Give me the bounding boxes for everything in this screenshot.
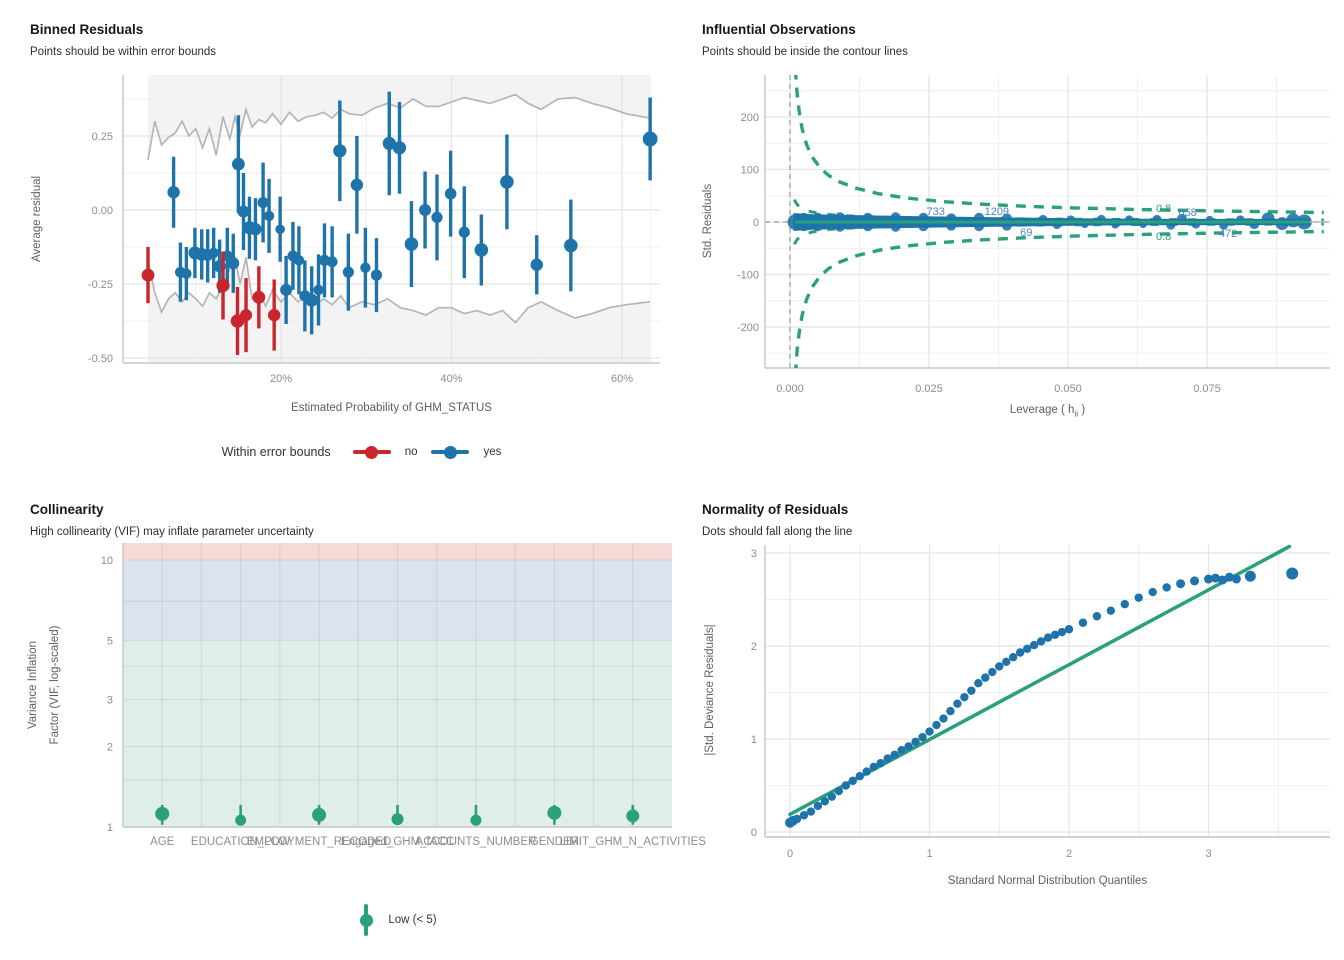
svg-text:3: 3 bbox=[1205, 848, 1211, 860]
x-axis-title: Leverage ( hii ) bbox=[1009, 404, 1086, 419]
binned-residuals-chart: 0.25 0.00 -0.25 -0.50 20% 40% 60% bbox=[88, 75, 660, 385]
svg-text:0.025: 0.025 bbox=[915, 383, 943, 395]
svg-text:1: 1 bbox=[107, 822, 113, 834]
svg-text:GENDER: GENDER bbox=[530, 836, 579, 848]
svg-text:0.000: 0.000 bbox=[776, 383, 804, 395]
svg-text:LIMIT_GHM_N_ACTIVITIES: LIMIT_GHM_N_ACTIVITIES bbox=[560, 836, 707, 848]
influential-observations-chart: 200 100 0 -100 -200 0.000 0.025 0.050 0.075 733 12… bbox=[737, 75, 1330, 395]
panel-title: Influential Observations bbox=[702, 22, 856, 37]
normality-chart: 0 1 2 3 0 1 2 3 bbox=[751, 544, 1330, 860]
svg-text:0: 0 bbox=[787, 848, 793, 860]
legend-title: Within error bounds bbox=[221, 445, 331, 459]
legend-label-no: no bbox=[404, 446, 418, 458]
svg-text:AGE: AGE bbox=[150, 836, 175, 848]
svg-text:EMPLOYMENT_RECODED: EMPLOYMENT_RECODED bbox=[247, 836, 391, 848]
svg-text:0: 0 bbox=[753, 217, 759, 229]
pointrange-glyph-green bbox=[358, 904, 374, 936]
y-axis-title: Std. Residuals bbox=[702, 183, 714, 259]
svg-text:1209: 1209 bbox=[985, 206, 1009, 218]
svg-text:EDUCATION_LOW: EDUCATION_LOW bbox=[191, 836, 291, 848]
svg-text:2: 2 bbox=[1066, 848, 1072, 860]
svg-text:40%: 40% bbox=[440, 373, 462, 385]
y-axis-title: Average residual bbox=[31, 175, 43, 263]
y-axis-title-line2: Factor (VIF, log-scaled) bbox=[49, 625, 61, 745]
svg-text:0.8: 0.8 bbox=[1156, 231, 1171, 243]
legend: Within error bounds no yes bbox=[63, 444, 660, 460]
panel-title: Collinearity bbox=[30, 502, 104, 517]
svg-text:20%: 20% bbox=[270, 373, 292, 385]
pointrange-glyph-blue bbox=[431, 444, 470, 460]
pointrange-glyph-red bbox=[352, 444, 391, 460]
normality-panel: Normality of Residuals Dots should fall … bbox=[672, 480, 1344, 960]
svg-text:0.8: 0.8 bbox=[1156, 203, 1171, 215]
y-axis-title-line1: Variance Inflation bbox=[27, 640, 39, 730]
svg-text:658: 658 bbox=[1178, 207, 1196, 219]
panel-subtitle: High collinearity (VIF) may inflate para… bbox=[30, 526, 314, 538]
y-axis-title: |Std. Deviance Residuals| bbox=[704, 624, 716, 756]
svg-text:-100: -100 bbox=[737, 270, 759, 282]
svg-text:100: 100 bbox=[741, 165, 759, 177]
panel-title: Binned Residuals bbox=[30, 22, 144, 37]
legend: Low (< 5) bbox=[123, 904, 672, 936]
svg-text:60%: 60% bbox=[611, 373, 633, 385]
collinearity-panel: Collinearity High collinearity (VIF) may… bbox=[0, 480, 706, 960]
panel-subtitle: Points should be within error bounds bbox=[30, 46, 217, 58]
svg-text:-0.25: -0.25 bbox=[88, 279, 113, 291]
panel-subtitle: Points should be inside the contour line… bbox=[702, 46, 908, 58]
panel-subtitle: Dots should fall along the line bbox=[702, 526, 853, 538]
svg-text:5: 5 bbox=[107, 635, 113, 647]
svg-text:3: 3 bbox=[751, 548, 757, 560]
svg-text:0.25: 0.25 bbox=[92, 131, 113, 143]
svg-text:472: 472 bbox=[1219, 228, 1237, 240]
svg-text:0.050: 0.050 bbox=[1054, 383, 1082, 395]
svg-text:ACCOUNTS_NUMBER: ACCOUNTS_NUMBER bbox=[416, 836, 537, 848]
svg-text:10: 10 bbox=[101, 555, 113, 567]
svg-text:-200: -200 bbox=[737, 322, 759, 334]
x-axis-title: Estimated Probability of GHM_STATUS bbox=[291, 402, 492, 414]
svg-text:733: 733 bbox=[926, 206, 944, 218]
svg-text:2: 2 bbox=[751, 641, 757, 653]
svg-text:1: 1 bbox=[926, 848, 932, 860]
svg-text:0: 0 bbox=[751, 827, 757, 839]
svg-text:200: 200 bbox=[741, 112, 759, 124]
svg-text:0.00: 0.00 bbox=[92, 205, 113, 217]
panel-title: Normality of Residuals bbox=[702, 502, 849, 517]
svg-text:3: 3 bbox=[107, 695, 113, 707]
x-axis-title: Standard Normal Distribution Quantiles bbox=[947, 875, 1148, 887]
svg-text:Engaged_GHM_fACC: Engaged_GHM_fACC bbox=[341, 836, 454, 848]
svg-text:0.075: 0.075 bbox=[1193, 383, 1221, 395]
influential-observations-panel: Influential Observations Points should b… bbox=[672, 0, 1344, 480]
legend-label-yes: yes bbox=[483, 446, 502, 458]
svg-text:69: 69 bbox=[1020, 227, 1032, 239]
binned-residuals-panel: Binned Residuals Points should be within… bbox=[0, 0, 672, 480]
collinearity-chart: 10 5 3 2 1 AGE EDUCATION_LOWEMPLOYMENT_RECODED… bbox=[101, 543, 706, 848]
svg-text:2: 2 bbox=[107, 742, 113, 754]
svg-text:1: 1 bbox=[751, 734, 757, 746]
legend-label-low: Low (< 5) bbox=[388, 914, 437, 926]
svg-text:-0.50: -0.50 bbox=[88, 353, 113, 365]
